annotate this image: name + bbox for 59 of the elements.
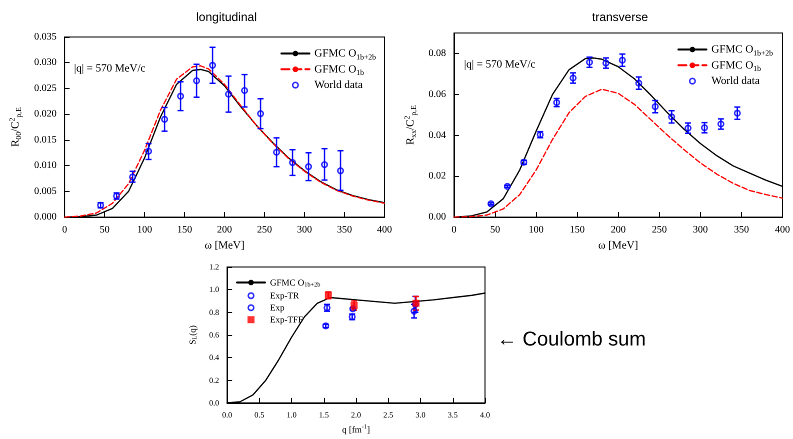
x-tick-label: 50 (100, 224, 110, 236)
x-tick-label: 150 (570, 224, 585, 236)
x-tick-label: 50 (490, 224, 500, 236)
x-tick-label: 0.0 (222, 410, 232, 420)
x-axis-title: ω [MeV] (598, 240, 638, 252)
y-tick-label: 0.015 (34, 134, 57, 146)
y-tick-label: 0.0 (209, 398, 220, 408)
y-tick-label: 0.6 (209, 330, 220, 340)
chart-title: transverse (592, 10, 648, 24)
x-tick-label: 1.0 (286, 410, 297, 420)
x-tick-label: 400 (775, 224, 790, 236)
chart-title: longitudinal (196, 10, 257, 24)
y-tick-label: 0.4 (209, 353, 220, 362)
annotation: |q| = 570 MeV/c (464, 58, 536, 70)
y-tick-label: 0.02 (428, 170, 446, 182)
x-tick-label: 350 (734, 224, 749, 236)
x-tick-label: 300 (297, 224, 312, 236)
x-axis-title: ω [MeV] (204, 240, 245, 252)
y-tick-label: 1.2 (209, 262, 220, 272)
text: ← Coulomb sum (497, 328, 646, 350)
y-tick-label: 0.00 (428, 212, 446, 223)
x-tick-label: 4.0 (480, 410, 490, 420)
x-tick-label: 3.0 (416, 410, 426, 420)
y-tick-label: 0.035 (34, 32, 57, 42)
y-tick-label: 1.0 (209, 285, 220, 294)
y-tick-label: 0.04 (428, 130, 446, 141)
x-tick-label: 1.5 (318, 410, 329, 420)
x-tick-label: 200 (217, 224, 232, 236)
x-tick-label: 250 (652, 224, 667, 236)
x-tick-label: 2.0 (351, 410, 362, 420)
x-tick-label: 250 (257, 224, 272, 236)
x-tick-label: 150 (177, 224, 192, 236)
y-tick-label: 0.06 (428, 88, 446, 100)
y-tick-label: 0.005 (34, 186, 57, 197)
x-tick-label: 400 (377, 224, 392, 236)
y-tick-label: 0.030 (34, 57, 57, 68)
legend-label: Exp (270, 302, 285, 313)
legend-label: Exp-TR (270, 290, 299, 301)
legend-label: World data (314, 79, 363, 92)
x-tick-label: 300 (692, 224, 708, 236)
x-tick-label: 100 (528, 224, 544, 236)
y-tick-label: 0.025 (34, 82, 57, 94)
y-tick-label: 0.010 (34, 160, 57, 172)
x-tick-label: 0 (452, 224, 456, 236)
x-tick-label: 350 (337, 224, 352, 236)
legend-label: World data (711, 75, 760, 88)
x-tick-label: 2.5 (383, 410, 394, 420)
y-tick-label: 0.020 (34, 108, 57, 120)
x-tick-label: 0 (62, 224, 68, 236)
x-tick-label: 3.5 (448, 410, 458, 420)
y-tick-label: 0.000 (34, 212, 57, 223)
x-tick-label: 0.5 (254, 410, 264, 420)
legend-label: Exp-TFF (270, 314, 304, 325)
y-tick-label: 0.2 (209, 376, 220, 385)
y-tick-label: 0.8 (209, 308, 220, 317)
annotation: |q| = 570 MeV/c (74, 62, 146, 74)
x-tick-label: 200 (610, 224, 626, 236)
y-tick-label: 0.08 (428, 48, 446, 59)
x-tick-label: 100 (137, 224, 152, 236)
